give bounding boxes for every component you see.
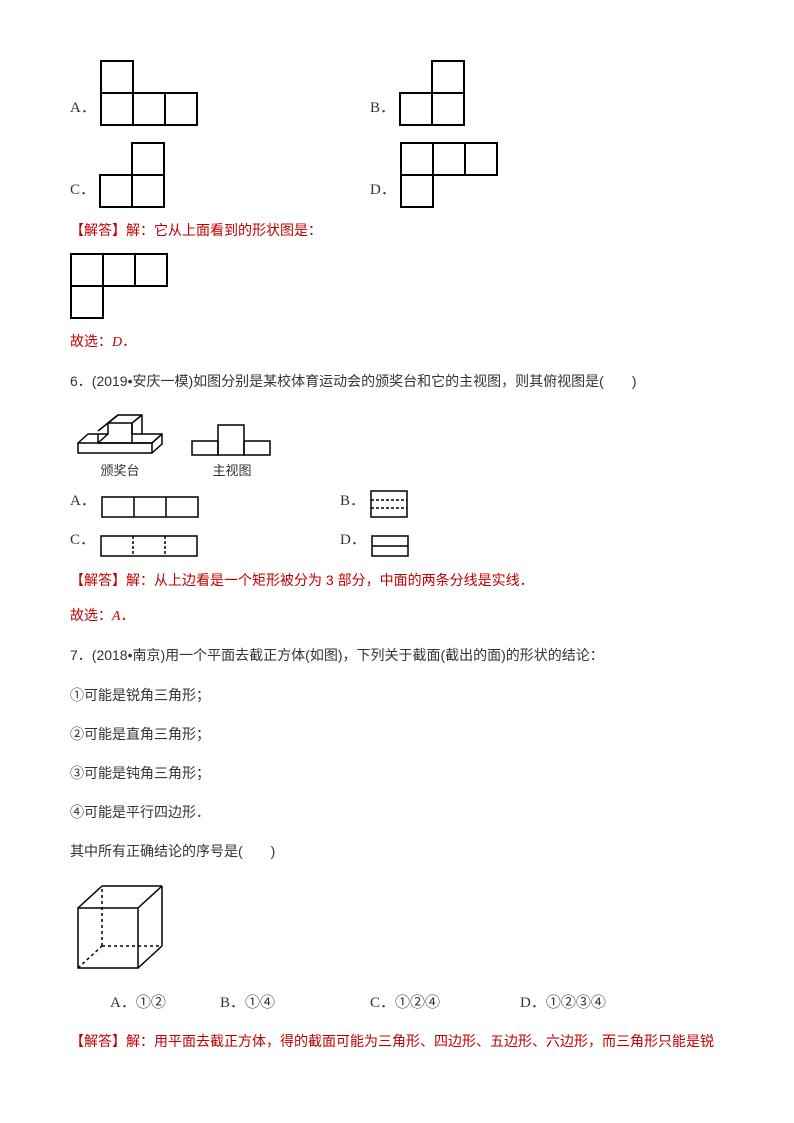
q5-conclusion-suffix: ．: [122, 333, 136, 349]
q7-optC: C．①②④: [370, 990, 520, 1017]
q6-conclusion-prefix: 故选：: [70, 607, 112, 623]
q5-shape-b: [399, 60, 477, 126]
q6-shape-a: [100, 495, 200, 519]
q6-caption1: 颁奖台: [100, 459, 139, 482]
q5-shape-a: [100, 60, 210, 126]
q5-shape-d: [400, 142, 510, 208]
q6-option-c: C．: [70, 527, 340, 558]
q6-question: 6．(2019•安庆一模)如图分别是某校体育运动会的颁奖台和它的主视图，则其俯视…: [70, 369, 724, 394]
q7-stmt4: ④可能是平行四边形．: [70, 800, 724, 825]
q6-answer-prefix: 【解答】: [70, 572, 126, 588]
q6-answer-line: 【解答】解：从上边看是一个矩形被分为 3 部分，中面的两条分线是实线．: [70, 568, 724, 593]
q6-shape-c: [99, 534, 199, 558]
q7-answer-line: 【解答】解：用平面去截正方体，得的截面可能为三角形、四边形、五边形、六边形，而三…: [70, 1029, 724, 1054]
q5-conclusion: 故选：D．: [70, 329, 724, 355]
q6-frontview-block: 主视图: [190, 423, 274, 482]
q7-stmt3: ③可能是钝角三角形；: [70, 761, 724, 786]
q6-figures: 颁奖台 主视图: [70, 409, 724, 482]
q5-options-row2: C． D．: [70, 142, 724, 208]
q6-option-b: B．: [340, 488, 409, 519]
q6-caption2: 主视图: [212, 459, 251, 482]
q6-shape-d: [370, 534, 410, 558]
q6-optC-label: C．: [70, 527, 95, 554]
q5-optB-label: B．: [370, 95, 395, 122]
q6-frontview: [190, 423, 274, 457]
q5-optA-label: A．: [70, 95, 96, 122]
q6-conclusion-letter: A: [112, 609, 121, 624]
q7-stmt2: ②可能是直角三角形；: [70, 722, 724, 747]
q7-question: 7．(2018•南京)用一个平面去截正方体(如图)，下列关于截面(截出的面)的形…: [70, 643, 724, 668]
q5-answer-text: 解：它从上面看到的形状图是：: [126, 222, 322, 238]
q5-option-a: A．: [70, 60, 370, 126]
q7-stmt5: 其中所有正确结论的序号是( ): [70, 839, 724, 864]
q5-answer-prefix: 【解答】: [70, 222, 126, 238]
q6-options-row1: A． B．: [70, 488, 724, 519]
q6-option-a: A．: [70, 488, 340, 519]
q6-podium-block: 颁奖台: [70, 409, 170, 482]
q5-option-c: C．: [70, 142, 370, 208]
q6-conclusion: 故选：A．: [70, 603, 724, 629]
q5-optD-label: D．: [370, 177, 396, 204]
q7-options: A．①② B．①④ C．①②④ D．①②③④: [70, 990, 724, 1017]
q5-conclusion-prefix: 故选：: [70, 333, 112, 349]
q6-podium-3d: [70, 409, 170, 457]
q5-options-row1: A． B．: [70, 60, 724, 126]
q6-answer-text: 解：从上边看是一个矩形被分为 3 部分，中面的两条分线是实线．: [126, 572, 534, 588]
q7-optD: D．①②③④: [520, 990, 670, 1017]
q7-answer-text: 解：用平面去截正方体，得的截面可能为三角形、四边形、五边形、六边形，而三角形只能…: [126, 1033, 714, 1049]
q6-optD-label: D．: [340, 527, 366, 554]
q7-stmt1: ①可能是锐角三角形；: [70, 683, 724, 708]
q6-conclusion-suffix: ．: [121, 607, 135, 623]
q5-shape-c: [99, 142, 177, 208]
q6-optA-label: A．: [70, 488, 96, 515]
q6-options-row2: C． D．: [70, 527, 724, 558]
q5-answer-shape: [70, 253, 180, 319]
q7-optA: A．①②: [70, 990, 220, 1017]
q5-conclusion-letter: D: [112, 335, 122, 350]
q5-option-d: D．: [370, 142, 510, 208]
q6-option-d: D．: [340, 527, 410, 558]
q7-cube: [70, 878, 170, 978]
q7-optB: B．①④: [220, 990, 370, 1017]
q5-optC-label: C．: [70, 177, 95, 204]
q6-optB-label: B．: [340, 488, 365, 515]
q6-shape-b: [369, 489, 409, 519]
q5-answer-line: 【解答】解：它从上面看到的形状图是：: [70, 218, 724, 243]
q7-answer-prefix: 【解答】: [70, 1033, 126, 1049]
q5-option-b: B．: [370, 60, 477, 126]
